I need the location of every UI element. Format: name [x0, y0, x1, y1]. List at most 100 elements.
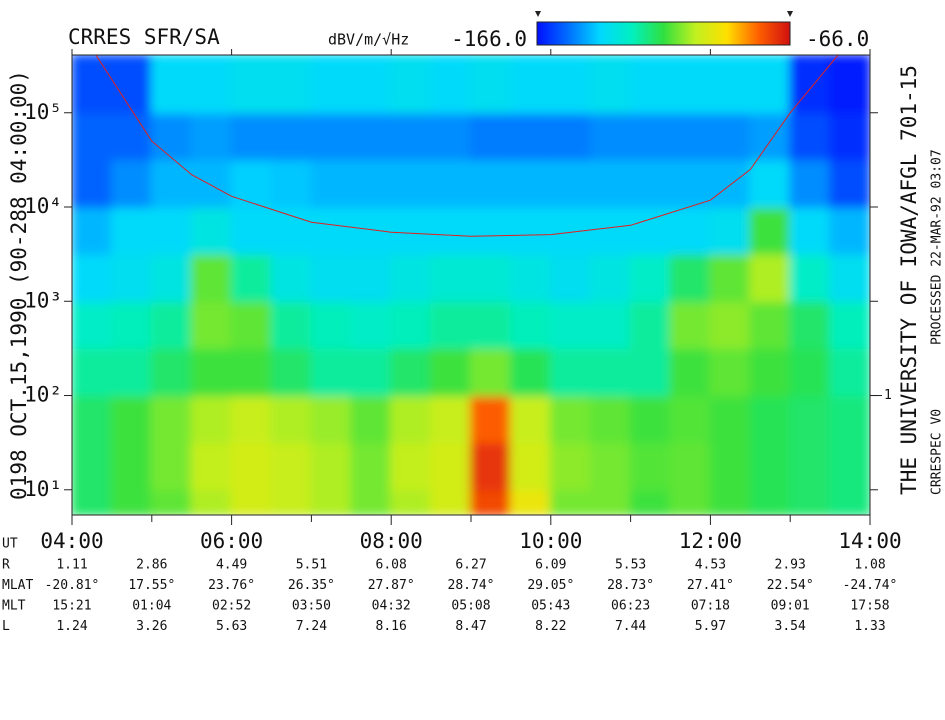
cell [789, 346, 832, 397]
ephemeris-value: 17.55° [128, 578, 175, 593]
cell [669, 488, 712, 515]
left-label: 0198 OCT.15,1990 (90-288 04:00:00) [7, 70, 31, 500]
cell [509, 346, 552, 397]
cell [509, 488, 552, 515]
cell [310, 111, 353, 161]
cell [190, 252, 233, 303]
ephemeris-value: 17:58 [850, 599, 889, 614]
cell [310, 300, 353, 349]
x-tick-label: 14:00 [838, 529, 901, 553]
chart-title: CRRES SFR/SA [68, 25, 220, 49]
cell [230, 394, 273, 444]
cell [190, 55, 233, 114]
ephemeris-value: 1.08 [854, 558, 885, 573]
cell [749, 55, 792, 114]
ephemeris-value: 28.73° [607, 578, 654, 593]
cell [150, 488, 193, 515]
cell [150, 441, 193, 491]
cell [829, 488, 870, 515]
ephemeris-value: 1.11 [56, 558, 87, 573]
cell [310, 206, 353, 255]
cell [629, 55, 672, 114]
cell [110, 394, 153, 444]
cell [390, 111, 433, 161]
cell [230, 300, 273, 349]
cell [150, 346, 193, 397]
x-tick-label: 08:00 [360, 529, 423, 553]
cell [150, 158, 193, 209]
cell [749, 111, 792, 161]
cell [230, 158, 273, 209]
cell [230, 252, 273, 303]
ephemeris-value: 6.09 [535, 558, 566, 573]
cell [549, 111, 592, 161]
colorbar-min-label: -166.0 [451, 27, 527, 51]
overlay: 04:00 06:00 08:00 10:00 12:00 14:00 10¹ 10² 10³ 1… [2, 21, 902, 634]
cell [150, 300, 193, 349]
cell [430, 488, 472, 515]
cell [430, 346, 472, 397]
cell [72, 111, 113, 161]
cell [549, 55, 592, 114]
cells [72, 55, 870, 515]
ephemeris-value: 5.51 [296, 558, 327, 573]
cell [150, 55, 193, 114]
cell [709, 252, 752, 303]
cell [350, 252, 393, 303]
cell [629, 441, 672, 491]
cell [549, 394, 592, 444]
cell [430, 300, 472, 349]
cell [470, 55, 512, 114]
ephemeris-label: UT [2, 537, 18, 552]
cell [749, 394, 792, 444]
ephemeris-label: MLT [2, 599, 26, 614]
cell [350, 158, 393, 209]
ephemeris-value: 5.53 [615, 558, 646, 573]
cell [190, 300, 233, 349]
ephemeris-value: 4.49 [216, 558, 247, 573]
cell [190, 158, 233, 209]
cell [470, 111, 512, 161]
ephemeris-value: 3.26 [136, 619, 167, 634]
ephemeris-value: 04:32 [372, 599, 411, 614]
cell [270, 441, 313, 491]
cell [350, 441, 393, 491]
cell [430, 55, 472, 114]
cell [470, 394, 512, 444]
ephemeris-value: 8.16 [376, 619, 407, 634]
ephemeris-value: 3.54 [775, 619, 806, 634]
cell [629, 346, 672, 397]
cell [709, 488, 752, 515]
cell [350, 488, 393, 515]
cell [589, 158, 632, 209]
cell [190, 111, 233, 161]
colorbar-label: dBV/m/√Hz [328, 31, 409, 49]
ephemeris-value: 02:52 [212, 599, 251, 614]
y2-tick-label: 1 [884, 388, 892, 403]
cell [310, 158, 353, 209]
ephemeris-value: -20.81° [45, 578, 100, 593]
ephemeris-value: 26.35° [288, 578, 335, 593]
cell [350, 300, 393, 349]
cell [589, 346, 632, 397]
cell [110, 300, 153, 349]
ephemeris-value: 05:43 [531, 599, 570, 614]
x-tick-label: 06:00 [200, 529, 263, 553]
cell [110, 111, 153, 161]
cell [789, 206, 832, 255]
cell [789, 488, 832, 515]
cell [110, 158, 153, 209]
cell [470, 346, 512, 397]
cell [310, 441, 353, 491]
cell [390, 488, 433, 515]
right-label: THE UNIVERSITY OF IOWA/AFGL 701-15 [897, 65, 921, 495]
ephemeris-value: 4.53 [695, 558, 726, 573]
cell [110, 441, 153, 491]
cell [709, 206, 752, 255]
cell [589, 55, 632, 114]
cell [549, 252, 592, 303]
cell [270, 206, 313, 255]
cell [629, 488, 672, 515]
ephemeris-value: 6.27 [455, 558, 486, 573]
cell [829, 111, 870, 161]
